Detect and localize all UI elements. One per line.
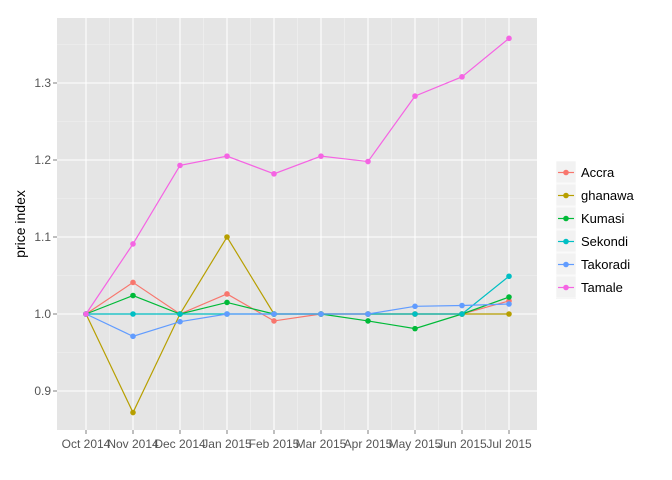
legend-point-takoradi [563,261,569,268]
legend-label-takoradi: Takoradi [581,257,630,272]
y-tick-label: 1.0 [34,307,51,321]
data-point-takoradi [365,311,371,317]
data-point-tamale [506,35,512,42]
data-point-tamale [130,241,136,247]
series-line-takoradi [85,303,510,337]
legend-point-tamale [563,284,569,291]
data-point-takoradi [271,311,277,317]
data-point-sekondi [412,311,418,317]
y-tick-label: 1.1 [34,230,51,244]
data-point-takoradi [412,303,418,310]
data-point-tamale [224,153,230,159]
data-point-sekondi [177,311,183,317]
data-point-tamale [412,93,418,99]
data-point-takoradi [459,302,465,309]
x-tick-label: May 2015 [389,437,442,451]
data-point-takoradi [506,301,512,307]
data-point-tamale [365,158,371,165]
grid-lines [57,18,537,430]
y-axis: 0.9 1.0 1.1 1.2 1.3 [34,76,57,398]
data-point-accra [271,318,277,324]
data-point-takoradi [224,311,230,317]
data-point-sekondi [130,311,136,317]
x-tick-label: Jan 2015 [202,437,252,451]
x-tick-label: Dec 2014 [154,437,206,451]
legend-label-kumasi: Kumasi [581,211,624,226]
data-point-kumasi [224,299,230,306]
plot-panel [57,18,537,430]
legend-point-sekondi [563,238,569,245]
data-point-kumasi [365,318,371,324]
x-tick-label: Mar 2015 [296,437,347,451]
legend-label-sekondi: Sekondi [581,234,628,249]
series-line-tamale [85,37,510,315]
y-tick-label: 0.9 [34,384,51,398]
x-tick-label: Apr 2015 [344,437,393,451]
data-point-ghanawa [506,311,512,317]
data-point-accra [130,279,136,286]
data-point-sekondi [459,311,465,317]
data-point-kumasi [130,292,136,299]
data-series [83,35,512,416]
data-point-kumasi [412,325,418,332]
data-point-accra [224,291,230,297]
data-point-tamale [318,153,324,159]
legend-point-kumasi [563,215,569,222]
data-point-ghanawa [224,234,230,240]
data-point-takoradi [177,318,183,325]
data-point-sekondi [506,273,512,280]
data-point-tamale [83,311,89,317]
data-point-ghanawa [130,409,136,416]
y-tick-label: 1.2 [34,153,51,167]
legend-label-accra: Accra [581,165,615,180]
legend-point-accra [563,169,569,176]
data-point-takoradi [130,333,136,340]
x-tick-label: Oct 2014 [62,437,111,451]
x-tick-label: Jul 2015 [486,437,532,451]
legend: Accra ghanawa Kumasi Sekondi Takoradi Tamale [555,160,635,299]
data-point-tamale [177,162,183,169]
legend-point-ghanawa [563,192,569,199]
y-axis-label: price index [12,190,28,258]
legend-label-ghanawa: ghanawa [581,188,635,203]
y-tick-label: 1.3 [34,76,51,90]
legend-label-tamale: Tamale [581,280,623,295]
data-point-tamale [271,171,277,177]
x-tick-label: Nov 2014 [107,437,159,451]
data-point-takoradi [318,311,324,317]
x-tick-label: Feb 2015 [249,437,300,451]
data-point-tamale [459,74,465,80]
x-tick-label: Jun 2015 [437,437,487,451]
data-point-kumasi [506,294,512,300]
